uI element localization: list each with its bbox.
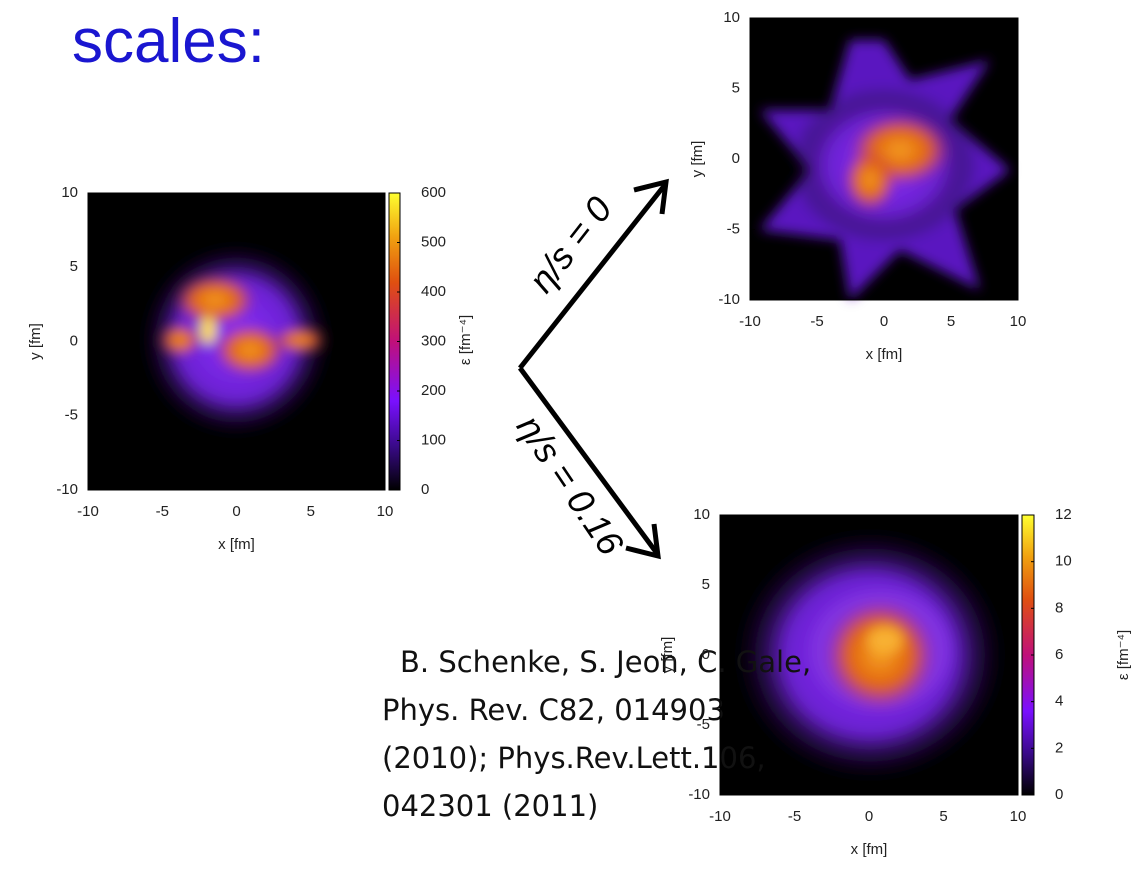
heatmap-texture [760, 40, 1010, 300]
arrow-label: η/s = 0.16 [509, 408, 632, 564]
x-tick-label: -10 [739, 313, 761, 330]
colorbar-tick-label: 600 [421, 184, 446, 201]
x-tick-label: 10 [1010, 313, 1027, 330]
slide-title: scales: [72, 7, 265, 76]
y-tick-label: -10 [718, 291, 740, 308]
citation-line: B. Schenke, S. Jeon, C. Gale, [400, 645, 811, 679]
x-tick-label: 0 [865, 808, 873, 825]
x-tick-label: 5 [947, 313, 955, 330]
colorbar-tick-label: 6 [1055, 646, 1063, 663]
x-tick-label: 0 [232, 503, 240, 520]
colorbar-tick-label: 400 [421, 283, 446, 300]
colorbar-tick-label: 0 [1055, 786, 1063, 803]
citation-line: 042301 (2011) [382, 789, 598, 823]
colorbar-tick-label: 10 [1055, 553, 1072, 570]
y-axis-label: y [fm] [689, 141, 706, 178]
heatmap-texture [138, 240, 334, 440]
colorbar-tick-label: 100 [421, 431, 446, 448]
x-axis-label: x [fm] [866, 346, 903, 363]
y-tick-label: 0 [702, 646, 710, 663]
colorbar-tick-label: 12 [1055, 506, 1072, 523]
arrows [517, 178, 669, 560]
x-tick-label: -10 [709, 808, 731, 825]
x-tick-label: -5 [156, 503, 169, 520]
y-tick-label: -5 [727, 220, 740, 237]
x-tick-label: 10 [1010, 808, 1027, 825]
y-tick-label: -5 [697, 716, 710, 733]
y-tick-label: 10 [61, 184, 78, 201]
colorbar-tick-label: 4 [1055, 693, 1063, 710]
x-tick-label: 5 [939, 808, 947, 825]
y-tick-label: -10 [56, 481, 78, 498]
x-axis-label: x [fm] [218, 536, 255, 553]
y-tick-label: -5 [65, 407, 78, 424]
colorbar-label: ε [fm⁻⁴] [457, 315, 474, 365]
y-tick-label: 0 [732, 150, 740, 167]
y-tick-label: -10 [688, 786, 710, 803]
colorbar-tick-label: 500 [421, 233, 446, 250]
citation-line: Phys. Rev. C82, 014903 [382, 693, 725, 727]
colorbar-tick-label: 200 [421, 382, 446, 399]
arrow-label: η/s = 0 [520, 189, 619, 300]
x-tick-label: -5 [810, 313, 823, 330]
citation-line: (2010); Phys.Rev.Lett.106, [382, 741, 766, 775]
y-axis-label: y [fm] [27, 323, 44, 360]
heatmap-texture [730, 525, 1010, 785]
colorbar-label: ε [fm⁻⁴] [1115, 630, 1132, 680]
x-tick-label: 5 [307, 503, 315, 520]
y-tick-label: 10 [693, 506, 710, 523]
x-tick-label: 10 [377, 503, 394, 520]
colorbar-tick-label: 8 [1055, 599, 1063, 616]
y-tick-label: 5 [70, 258, 78, 275]
colorbar-tick-label: 2 [1055, 739, 1063, 756]
y-axis-label: y [fm] [659, 637, 676, 674]
x-tick-label: -10 [77, 503, 99, 520]
x-tick-label: 0 [880, 313, 888, 330]
y-tick-label: 5 [732, 79, 740, 96]
y-tick-label: 5 [702, 576, 710, 593]
y-tick-label: 10 [723, 9, 740, 26]
x-tick-label: -5 [788, 808, 801, 825]
y-tick-label: 0 [70, 332, 78, 349]
x-axis-label: x [fm] [851, 841, 888, 858]
colorbar-tick-label: 300 [421, 332, 446, 349]
colorbar-tick-label: 0 [421, 481, 429, 498]
